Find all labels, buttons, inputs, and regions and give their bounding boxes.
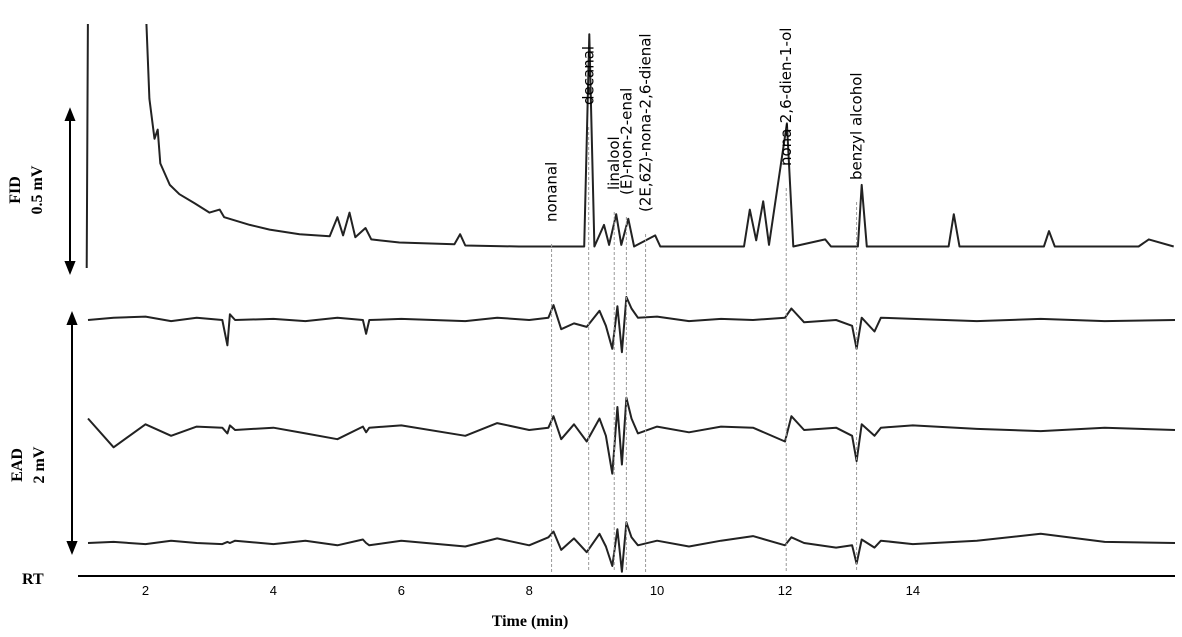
trace bbox=[87, 296, 1176, 354]
ead-label: EAD bbox=[9, 448, 26, 482]
fid-scale-label: 0.5 mV bbox=[29, 165, 46, 214]
traces bbox=[85, 24, 1176, 573]
annotation-label: (E)-non-2-enal bbox=[617, 88, 635, 195]
x-tick-label: 4 bbox=[270, 583, 277, 598]
annotation-label: linalool bbox=[605, 136, 623, 190]
x-tick-label: 10 bbox=[650, 583, 664, 598]
annotation-label: nona-2,6-dien-1-ol bbox=[777, 28, 795, 166]
fid-label: FID bbox=[7, 176, 24, 204]
x-tick-label: 6 bbox=[398, 583, 405, 598]
annotation-label: benzyl alcohol bbox=[848, 72, 866, 180]
x-tick-label: 12 bbox=[778, 583, 792, 598]
x-tick-label: 14 bbox=[906, 583, 920, 598]
axis-label: RT bbox=[22, 571, 44, 588]
x-tick-label: 2 bbox=[142, 583, 149, 598]
trace bbox=[85, 24, 1174, 269]
annotation-label: nonanal bbox=[543, 162, 561, 222]
ead-scale-label: 2 mV bbox=[31, 446, 48, 483]
x-tick-label: 8 bbox=[526, 583, 533, 598]
x-axis-title: Time (min) bbox=[492, 613, 569, 630]
annotation-label: decanal bbox=[580, 46, 598, 105]
trace bbox=[87, 521, 1176, 573]
trace bbox=[87, 396, 1176, 475]
annotation-label: (2E,6Z)-nona-2,6-dienal bbox=[637, 33, 655, 212]
